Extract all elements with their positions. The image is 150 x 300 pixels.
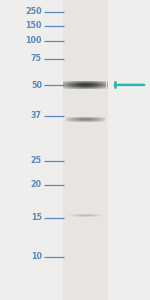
Text: 37: 37 — [31, 111, 42, 120]
Text: 75: 75 — [31, 54, 42, 63]
Bar — [63, 0, 108, 300]
Text: 20: 20 — [31, 180, 42, 189]
Text: 25: 25 — [31, 156, 42, 165]
Text: 15: 15 — [31, 213, 42, 222]
Text: 250: 250 — [25, 8, 42, 16]
Text: 150: 150 — [26, 21, 42, 30]
Text: 100: 100 — [26, 36, 42, 45]
Text: 10: 10 — [31, 252, 42, 261]
Text: 50: 50 — [31, 81, 42, 90]
